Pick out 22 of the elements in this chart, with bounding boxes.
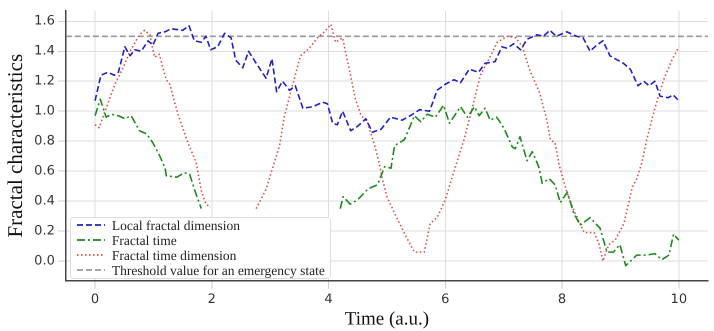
- x-tick-label: 0: [90, 292, 100, 307]
- x-tick-label: 4: [324, 292, 333, 307]
- x-axis-title: Time (a.u.): [344, 308, 430, 330]
- x-tick-label: 2: [208, 292, 216, 307]
- y-tick-label: 0.4: [34, 194, 55, 209]
- y-tick-label: 1.2: [34, 74, 55, 89]
- x-tick-label: 6: [441, 292, 450, 307]
- y-tick-label: 1.6: [34, 14, 55, 29]
- legend-label: Fractal time dimension: [112, 248, 236, 263]
- y-tick-label: 1.0: [34, 104, 55, 119]
- y-axis-title: Fractal characteristics: [3, 54, 28, 238]
- y-tick-label: 0.8: [34, 134, 55, 149]
- x-tick-label: 10: [670, 292, 688, 307]
- legend-label: Fractal time: [112, 232, 177, 248]
- y-tick-label: 1.4: [34, 44, 55, 59]
- y-tick-label: 0.6: [34, 164, 55, 179]
- y-tick-label: 0.2: [34, 224, 55, 239]
- y-tick-label: 0.0: [34, 253, 55, 268]
- legend-label: Threshold value for an emergency state: [112, 262, 325, 278]
- line-series: [94, 24, 680, 134]
- legend-label: Local fractal dimension: [112, 218, 240, 233]
- x-tick-label: 8: [558, 292, 566, 307]
